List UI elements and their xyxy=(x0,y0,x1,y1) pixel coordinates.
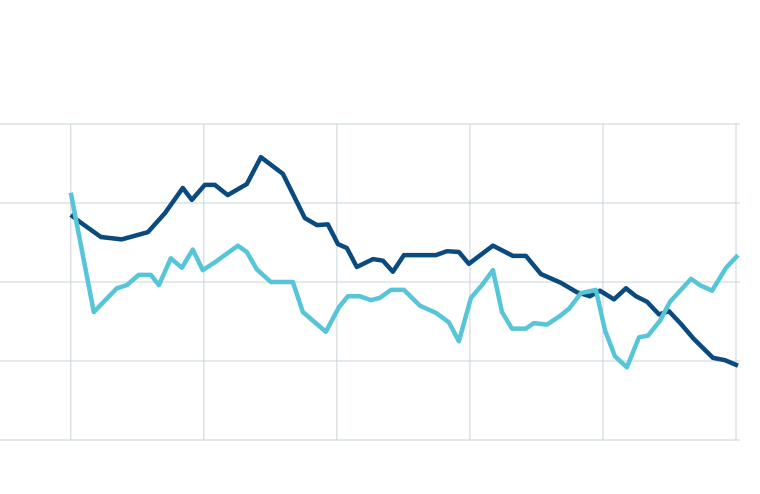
line-series xyxy=(69,154,739,368)
line-series xyxy=(68,192,740,370)
